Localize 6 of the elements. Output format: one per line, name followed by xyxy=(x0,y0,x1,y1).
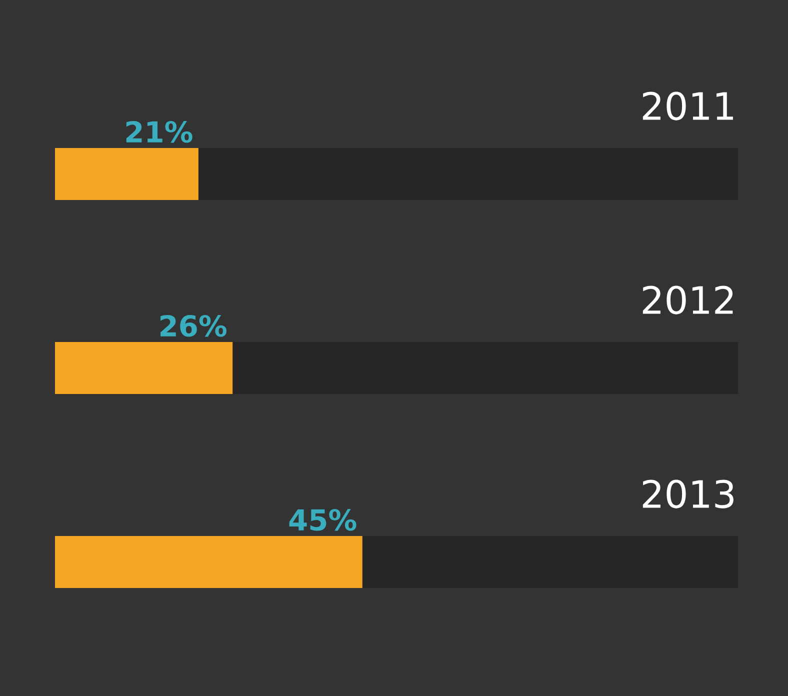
y-tick-label: 2013 xyxy=(642,480,734,508)
data-label: 21% xyxy=(126,120,192,143)
data-label: 26% xyxy=(160,314,226,337)
y-tick-label: 2012 xyxy=(642,286,733,314)
y-tick-label: 2011 xyxy=(642,92,733,120)
data-label: 45% xyxy=(289,508,356,531)
